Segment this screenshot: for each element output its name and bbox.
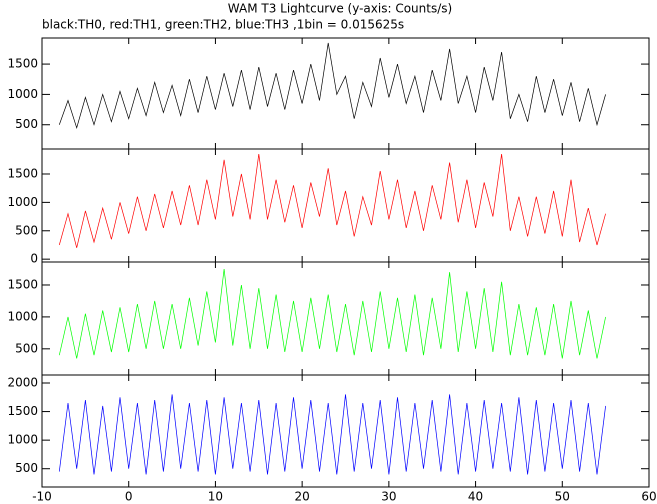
panel-frame bbox=[41, 374, 650, 488]
x-tick-label: 30 bbox=[381, 490, 396, 504]
chart-title: WAM T3 Lightcurve (y-axis: Counts/s) bbox=[228, 2, 452, 16]
x-tick-label: -10 bbox=[32, 490, 52, 504]
y-tick-label: 1000 bbox=[7, 433, 38, 447]
x-tick-label: 20 bbox=[295, 490, 310, 504]
y-tick-label: 1000 bbox=[7, 309, 38, 323]
light-curve bbox=[58, 154, 606, 248]
y-tick-label: 1500 bbox=[7, 277, 38, 291]
light-curve bbox=[58, 268, 606, 359]
panel-frame bbox=[41, 261, 650, 376]
x-tick-label: 50 bbox=[555, 490, 570, 504]
x-tick-label: 60 bbox=[641, 490, 656, 504]
y-tick-label: 500 bbox=[15, 461, 38, 475]
y-tick-label: 1500 bbox=[7, 404, 38, 418]
x-tick-label: 10 bbox=[208, 490, 223, 504]
chart-subtitle: black:TH0, red:TH1, green:TH2, blue:TH3 … bbox=[42, 18, 404, 32]
panel-frame bbox=[41, 37, 650, 150]
light-curve bbox=[58, 394, 606, 475]
y-tick-label: 1500 bbox=[7, 166, 38, 180]
light-curve bbox=[58, 42, 606, 130]
y-tick-label: 500 bbox=[15, 341, 38, 355]
y-tick-label: 500 bbox=[15, 223, 38, 237]
x-tick-label: 40 bbox=[468, 490, 483, 504]
y-tick-label: 0 bbox=[30, 252, 38, 266]
y-tick-label: 1000 bbox=[7, 195, 38, 209]
y-tick-label: 2000 bbox=[7, 376, 38, 390]
panel-frame bbox=[41, 148, 650, 263]
y-tick-label: 1500 bbox=[7, 57, 38, 71]
y-tick-label: 500 bbox=[15, 117, 38, 131]
y-tick-label: 1000 bbox=[7, 87, 38, 101]
x-tick-label: 0 bbox=[125, 490, 133, 504]
